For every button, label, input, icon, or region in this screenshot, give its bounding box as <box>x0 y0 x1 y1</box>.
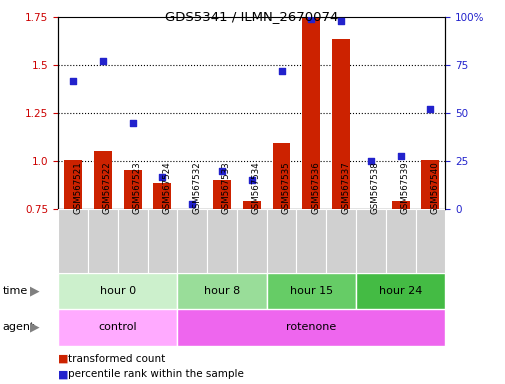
Text: agent: agent <box>3 322 35 333</box>
Text: rotenone: rotenone <box>286 322 336 333</box>
Point <box>188 200 196 207</box>
Bar <box>58 209 88 273</box>
Text: hour 15: hour 15 <box>289 286 332 296</box>
Bar <box>302 18 320 209</box>
Bar <box>94 151 112 209</box>
Text: GSM567533: GSM567533 <box>222 162 230 214</box>
Text: ■: ■ <box>58 369 69 379</box>
Bar <box>415 209 444 273</box>
Point <box>218 168 226 174</box>
Bar <box>331 40 349 209</box>
Bar <box>355 273 444 309</box>
Bar <box>207 209 236 273</box>
Text: GSM567521: GSM567521 <box>73 162 82 214</box>
Text: time: time <box>3 286 28 296</box>
Bar <box>177 209 207 273</box>
Text: GSM567524: GSM567524 <box>162 162 171 214</box>
Bar <box>177 309 444 346</box>
Bar <box>177 273 266 309</box>
Bar <box>88 209 118 273</box>
Bar <box>391 201 409 209</box>
Bar <box>236 209 266 273</box>
Text: GSM567535: GSM567535 <box>281 162 290 214</box>
Text: GDS5341 / ILMN_2670074: GDS5341 / ILMN_2670074 <box>165 10 338 23</box>
Text: hour 0: hour 0 <box>99 286 135 296</box>
Point <box>366 158 374 164</box>
Text: GSM567522: GSM567522 <box>103 162 112 214</box>
Text: GSM567538: GSM567538 <box>370 162 379 214</box>
Bar <box>266 273 355 309</box>
Text: control: control <box>98 322 137 333</box>
Text: ▶: ▶ <box>29 285 39 297</box>
Point <box>247 177 256 184</box>
Point <box>158 174 166 180</box>
Text: GSM567537: GSM567537 <box>340 162 349 214</box>
Text: GSM567532: GSM567532 <box>192 162 201 214</box>
Text: hour 24: hour 24 <box>378 286 422 296</box>
Point <box>69 78 77 84</box>
Bar <box>385 209 415 273</box>
Text: GSM567536: GSM567536 <box>311 162 320 214</box>
Text: ■: ■ <box>58 354 69 364</box>
Text: GSM567539: GSM567539 <box>400 162 409 214</box>
Bar <box>355 209 385 273</box>
Point <box>277 68 285 74</box>
Bar <box>183 209 200 210</box>
Bar <box>326 209 355 273</box>
Point <box>426 106 434 113</box>
Bar <box>123 170 141 209</box>
Bar <box>64 161 82 209</box>
Bar <box>147 209 177 273</box>
Bar <box>272 143 290 209</box>
Bar <box>213 180 230 209</box>
Bar <box>296 209 326 273</box>
Bar <box>58 273 177 309</box>
Point <box>98 58 107 65</box>
Text: GSM567540: GSM567540 <box>430 162 438 214</box>
Text: GSM567534: GSM567534 <box>251 162 260 214</box>
Text: hour 8: hour 8 <box>204 286 239 296</box>
Bar <box>421 161 438 209</box>
Text: GSM567523: GSM567523 <box>132 162 141 214</box>
Point <box>396 152 404 159</box>
Point <box>128 120 136 126</box>
Bar <box>242 201 260 209</box>
Bar <box>153 184 171 209</box>
Bar <box>266 209 296 273</box>
Bar <box>361 209 379 210</box>
Bar <box>118 209 147 273</box>
Point <box>336 18 344 24</box>
Text: percentile rank within the sample: percentile rank within the sample <box>68 369 244 379</box>
Point <box>307 16 315 22</box>
Text: transformed count: transformed count <box>68 354 165 364</box>
Text: ▶: ▶ <box>29 321 39 334</box>
Bar <box>58 309 177 346</box>
